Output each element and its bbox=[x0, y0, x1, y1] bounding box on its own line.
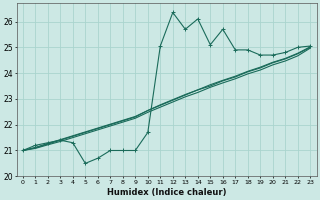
X-axis label: Humidex (Indice chaleur): Humidex (Indice chaleur) bbox=[107, 188, 226, 197]
